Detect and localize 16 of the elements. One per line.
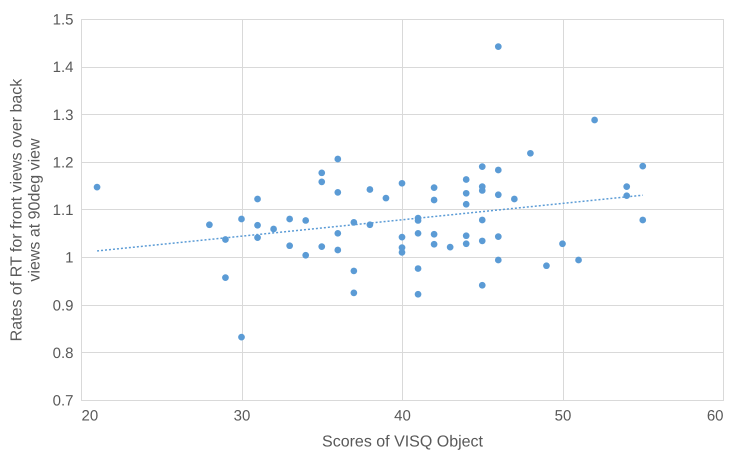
x-tick-label: 20 xyxy=(82,408,98,424)
y-tick-label: 1.3 xyxy=(52,106,74,124)
y-tick-label: 0.7 xyxy=(52,392,74,410)
y-tick-label: 0.9 xyxy=(52,297,74,314)
x-axis-title: Scores of VISQ Object xyxy=(322,434,484,450)
x-tick-label: 60 xyxy=(706,408,724,424)
y-tick-label: 1.2 xyxy=(52,154,74,172)
x-tick-label: 30 xyxy=(234,408,250,424)
y-tick-label: 1.1 xyxy=(52,202,74,219)
y-tick-label: 0.8 xyxy=(52,344,74,362)
y-tick-label: 1.5 xyxy=(52,12,74,28)
y-tick-label: 1 xyxy=(65,250,74,267)
x-tick-label: 40 xyxy=(394,408,411,424)
y-axis-title: Rates of RT for front views over back views at 90deg view xyxy=(8,78,44,342)
x-tick-label: 50 xyxy=(554,408,572,424)
y-tick-label: 1.4 xyxy=(52,59,74,76)
